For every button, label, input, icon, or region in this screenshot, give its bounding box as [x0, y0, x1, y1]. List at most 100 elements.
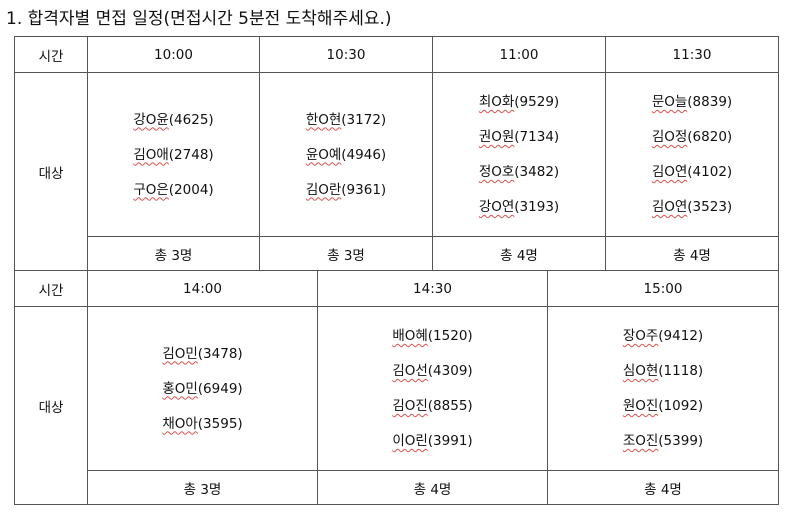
candidate-id: (7134) — [514, 129, 560, 145]
candidate-surname: 한O현 — [305, 111, 342, 128]
candidate-name: 홍O민(6949) — [162, 380, 242, 398]
candidate-surname: 최O화 — [478, 94, 515, 110]
candidate-surname: 배O혜 — [392, 328, 428, 344]
candidate-id: (4102) — [687, 164, 733, 180]
total-count: 총 4명 — [432, 236, 606, 271]
time-slot-14-30: 14:30 — [317, 270, 548, 307]
candidate-name: 채O아(3595) — [162, 415, 242, 433]
candidate-surname: 김O란 — [305, 181, 342, 198]
candidate-id: (9529) — [514, 94, 560, 110]
candidate-surname: 김O진 — [392, 398, 428, 414]
page-title: 1. 합격자별 면접 일정(면접시간 5분전 도착해주세요.) — [6, 9, 392, 29]
time-slot-14-00: 14:00 — [87, 270, 318, 307]
candidate-surname: 윤O예 — [305, 146, 342, 163]
candidate-id: (6949) — [197, 380, 243, 397]
target-label: 대상 — [14, 72, 88, 271]
candidate-id: (3482) — [514, 164, 560, 180]
candidate-id: (3478) — [197, 345, 243, 362]
candidate-name: 김O민(3478) — [162, 345, 242, 363]
candidate-surname: 채O아 — [162, 415, 198, 432]
total-count: 총 3명 — [259, 236, 433, 271]
time-slot-11-00: 11:00 — [432, 36, 606, 73]
candidate-surname: 김O연 — [651, 199, 688, 215]
candidate-surname: 원O진 — [622, 398, 659, 414]
candidate-id: (2004) — [168, 181, 214, 198]
candidate-name: 김O연(3523) — [652, 198, 732, 216]
time-slot-15-00: 15:00 — [547, 270, 779, 307]
candidate-surname: 강O윤 — [133, 111, 169, 128]
candidate-surname: 권O원 — [478, 129, 515, 145]
candidate-name: 윤O예(4946) — [306, 146, 386, 164]
candidate-surname: 장O주 — [622, 328, 659, 344]
candidate-name: 김O란(9361) — [306, 181, 386, 199]
candidate-name: 강O연(3193) — [479, 198, 559, 216]
candidates-cell: 배O혜(1520) 김O선(4309) 김O진(8855) 이O린(3991) — [317, 306, 548, 471]
candidates-cell: 장O주(9412) 심O현(1118) 원O진(1092) 조O진(5399) — [547, 306, 779, 471]
total-count: 총 4명 — [605, 236, 779, 271]
candidate-surname: 심O현 — [622, 363, 659, 379]
candidate-surname: 이O린 — [392, 433, 428, 449]
schedule-table-morning: 시간 10:00 10:30 11:00 11:30 대상 강O윤(4625) 김… — [14, 36, 779, 271]
candidate-id: (4309) — [427, 363, 473, 379]
candidate-surname: 구O은 — [133, 181, 169, 198]
candidate-surname: 정O호 — [478, 164, 515, 180]
candidate-id: (8839) — [687, 94, 733, 110]
candidate-name: 김O애(2748) — [133, 146, 213, 164]
candidate-id: (3595) — [197, 415, 243, 432]
candidate-id: (4625) — [168, 111, 214, 128]
target-label: 대상 — [14, 306, 88, 505]
candidate-id: (5399) — [658, 433, 704, 449]
time-slot-10-00: 10:00 — [87, 36, 260, 73]
candidate-id: (4946) — [341, 146, 387, 163]
candidates-cell: 한O현(3172) 윤O예(4946) 김O란(9361) — [259, 72, 433, 237]
total-count: 총 3명 — [87, 236, 260, 271]
candidate-id: (2748) — [168, 146, 214, 163]
candidate-id: (1092) — [658, 398, 704, 414]
candidate-id: (3991) — [427, 433, 473, 449]
time-slot-10-30: 10:30 — [259, 36, 433, 73]
time-header-label: 시간 — [14, 270, 88, 307]
candidate-surname: 김O정 — [651, 129, 688, 145]
candidates-cell: 강O윤(4625) 김O애(2748) 구O은(2004) — [87, 72, 260, 237]
candidate-surname: 김O연 — [651, 164, 688, 180]
candidate-name: 장O주(9412) — [623, 327, 703, 345]
candidate-id: (6820) — [687, 129, 733, 145]
candidates-cell: 문O늘(8839) 김O정(6820) 김O연(4102) 김O연(3523) — [605, 72, 779, 237]
candidate-name: 김O정(6820) — [652, 128, 732, 146]
time-slot-11-30: 11:30 — [605, 36, 779, 73]
candidate-surname: 문O늘 — [651, 94, 688, 110]
candidate-id: (3523) — [687, 199, 733, 215]
candidate-surname: 강O연 — [478, 199, 515, 215]
candidate-name: 김O연(4102) — [652, 163, 732, 181]
candidate-name: 정O호(3482) — [479, 163, 559, 181]
total-count: 총 4명 — [317, 470, 548, 505]
candidate-name: 한O현(3172) — [306, 111, 386, 129]
candidate-name: 이O린(3991) — [392, 432, 472, 450]
candidate-name: 구O은(2004) — [133, 181, 213, 199]
candidate-id: (3193) — [514, 199, 560, 215]
candidate-id: (8855) — [427, 398, 473, 414]
total-count: 총 3명 — [87, 470, 318, 505]
candidate-id: (9361) — [341, 181, 387, 198]
candidate-name: 배O혜(1520) — [392, 327, 472, 345]
candidate-surname: 조O진 — [622, 433, 659, 449]
candidate-name: 강O윤(4625) — [133, 111, 213, 129]
candidate-surname: 김O민 — [162, 345, 198, 362]
candidate-surname: 김O애 — [133, 146, 169, 163]
time-header-label: 시간 — [14, 36, 88, 73]
candidate-name: 최O화(9529) — [479, 93, 559, 111]
candidate-name: 김O선(4309) — [392, 362, 472, 380]
candidate-surname: 김O선 — [392, 363, 428, 379]
candidate-id: (9412) — [658, 328, 704, 344]
total-count: 총 4명 — [547, 470, 779, 505]
candidates-cell: 김O민(3478) 홍O민(6949) 채O아(3595) — [87, 306, 318, 471]
candidate-surname: 홍O민 — [162, 380, 198, 397]
candidate-id: (1118) — [658, 363, 704, 379]
candidate-name: 심O현(1118) — [623, 362, 703, 380]
candidate-name: 문O늘(8839) — [652, 93, 732, 111]
candidate-name: 김O진(8855) — [392, 397, 472, 415]
candidate-id: (3172) — [341, 111, 387, 128]
candidate-name: 조O진(5399) — [623, 432, 703, 450]
candidates-cell: 최O화(9529) 권O원(7134) 정O호(3482) 강O연(3193) — [432, 72, 606, 237]
schedule-table-afternoon: 시간 14:00 14:30 15:00 대상 김O민(3478) 홍O민(694… — [14, 270, 779, 505]
